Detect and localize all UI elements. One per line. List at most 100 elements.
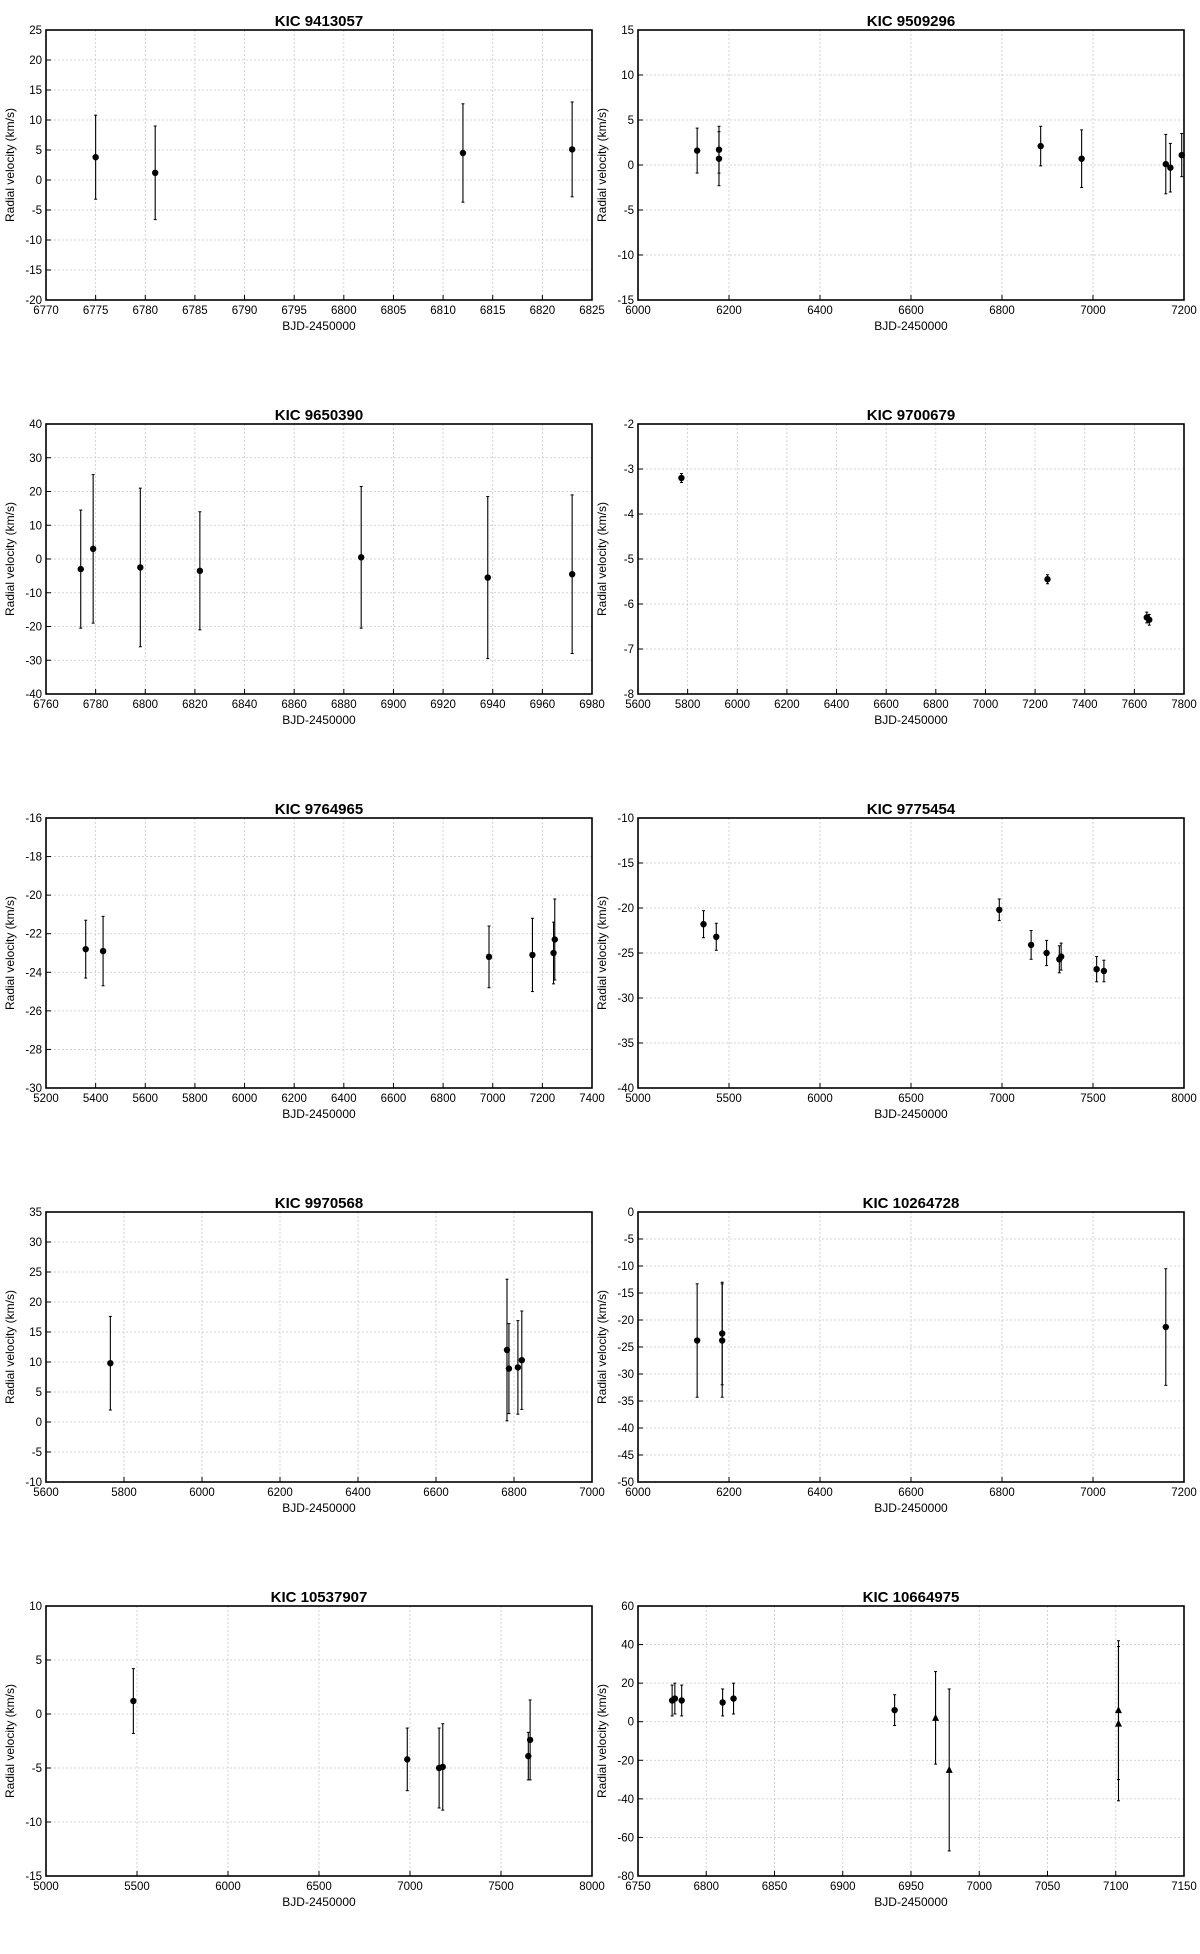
x-tick-label: 7000 xyxy=(397,1881,423,1893)
x-tick-label: 6000 xyxy=(232,1093,258,1105)
y-tick-label: 10 xyxy=(29,520,42,532)
x-tick-label: 6800 xyxy=(132,699,158,711)
chart-title: KIC 10537907 xyxy=(271,1589,368,1606)
x-axis-label: BJD-2450000 xyxy=(874,1107,948,1121)
data-point xyxy=(1044,576,1051,583)
y-tick-label: -30 xyxy=(25,655,42,667)
y-tick-label: -7 xyxy=(624,644,634,656)
y-tick-label: -20 xyxy=(25,295,42,307)
x-tick-label: 6600 xyxy=(423,1487,449,1499)
x-tick-label: 6600 xyxy=(873,699,899,711)
x-tick-label: 5000 xyxy=(33,1881,59,1893)
data-point xyxy=(1043,949,1050,957)
x-tick-label: 6500 xyxy=(898,1093,924,1105)
x-tick-label: 6400 xyxy=(807,305,833,317)
data-point xyxy=(357,554,365,561)
x-tick-label: 7200 xyxy=(1022,699,1048,711)
data-point xyxy=(678,1697,685,1704)
y-tick-label: -10 xyxy=(617,1261,634,1273)
data-point xyxy=(996,906,1003,913)
y-tick-label: 20 xyxy=(29,1297,42,1309)
y-tick-label: -5 xyxy=(32,205,42,217)
x-tick-label: 7800 xyxy=(1171,699,1197,711)
data-point xyxy=(719,1699,726,1706)
x-tick-label: 6815 xyxy=(480,305,506,317)
data-point xyxy=(526,1736,534,1744)
x-axis-label: BJD-2450000 xyxy=(282,1107,356,1121)
x-tick-label: 6900 xyxy=(830,1881,856,1893)
x-tick-label: 5800 xyxy=(111,1487,137,1499)
x-tick-label: 5000 xyxy=(625,1093,651,1105)
data-point xyxy=(891,1706,898,1714)
y-tick-label: 5 xyxy=(36,1387,42,1399)
x-tick-label: 6850 xyxy=(762,1881,788,1893)
y-tick-label: -20 xyxy=(617,1755,634,1767)
data-point xyxy=(678,474,685,482)
data-point xyxy=(718,1330,726,1337)
data-point xyxy=(152,169,159,176)
y-tick-label: -25 xyxy=(617,1342,634,1354)
data-point xyxy=(505,1365,513,1372)
x-tick-label: 6000 xyxy=(189,1487,215,1499)
data-point xyxy=(518,1357,525,1364)
y-axis-label: Radial velocity (km/s) xyxy=(3,502,17,616)
x-tick-label: 5400 xyxy=(83,1093,109,1105)
x-tick-label: 6200 xyxy=(716,1487,742,1499)
x-tick-label: 6600 xyxy=(898,305,924,317)
y-tick-label: 40 xyxy=(29,419,42,431)
data-point xyxy=(671,1695,679,1702)
y-tick-label: -6 xyxy=(624,599,634,611)
x-tick-label: 6200 xyxy=(716,305,742,317)
data-point xyxy=(1146,616,1153,623)
plot-frame xyxy=(637,817,1185,1089)
x-tick-label: 6600 xyxy=(898,1487,924,1499)
chart-title: KIC 9775454 xyxy=(867,801,956,818)
x-tick-label: 5600 xyxy=(625,699,651,711)
x-tick-label: 6900 xyxy=(381,699,407,711)
y-tick-label: -10 xyxy=(25,1477,42,1489)
y-tick-label: -2 xyxy=(624,419,634,431)
x-tick-label: 6760 xyxy=(33,699,59,711)
chart-title: KIC 9413057 xyxy=(275,13,363,30)
x-tick-label: 6750 xyxy=(625,1881,651,1893)
data-point xyxy=(92,154,99,161)
y-tick-label: 0 xyxy=(36,175,42,187)
data-point xyxy=(1162,1323,1170,1331)
y-axis-label: Radial velocity (km/s) xyxy=(595,896,609,1010)
y-axis-label: Radial velocity (km/s) xyxy=(595,502,609,616)
data-point xyxy=(718,1337,726,1344)
y-tick-label: -45 xyxy=(617,1450,634,1462)
y-tick-label: 10 xyxy=(29,115,42,127)
y-tick-label: -10 xyxy=(617,813,634,825)
x-tick-label: 6000 xyxy=(724,699,750,711)
data-point xyxy=(700,921,707,928)
x-tick-label: 7200 xyxy=(1171,1487,1197,1499)
x-tick-label: 6800 xyxy=(430,1093,456,1105)
y-axis-label: Radial velocity (km/s) xyxy=(595,1684,609,1798)
y-tick-label: 15 xyxy=(29,1327,42,1339)
x-tick-label: 5600 xyxy=(33,1487,59,1499)
x-tick-label: 7000 xyxy=(480,1093,506,1105)
y-tick-label: -60 xyxy=(617,1832,634,1844)
y-tick-label: -20 xyxy=(617,903,634,915)
y-tick-label: -35 xyxy=(617,1038,634,1050)
data-point xyxy=(1100,967,1108,975)
x-tick-label: 5500 xyxy=(124,1881,150,1893)
y-tick-label: 10 xyxy=(29,1357,42,1369)
x-tick-label: 6795 xyxy=(281,305,307,317)
data-point xyxy=(1037,142,1044,150)
data-point xyxy=(1078,155,1085,162)
y-tick-label: -5 xyxy=(624,1234,634,1246)
x-tick-label: 6775 xyxy=(83,305,109,317)
plot-frame xyxy=(45,29,593,301)
y-tick-label: -50 xyxy=(617,1477,634,1489)
y-tick-label: 20 xyxy=(621,1678,634,1690)
y-tick-label: 0 xyxy=(36,554,42,566)
x-tick-label: 7150 xyxy=(1171,1881,1197,1893)
x-tick-label: 7050 xyxy=(1035,1881,1061,1893)
y-tick-label: 60 xyxy=(621,1601,634,1613)
data-point xyxy=(435,1764,443,1772)
